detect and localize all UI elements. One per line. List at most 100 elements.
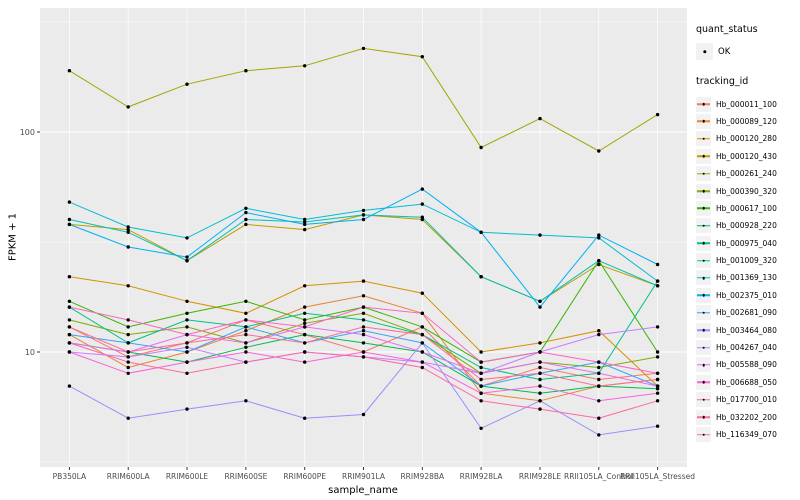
data-point [244,325,248,329]
legend-label: Hb_032202_200 [716,412,777,422]
legend-label: Hb_000390_320 [716,186,777,196]
legend-key-point [702,154,705,158]
data-point [361,46,366,51]
legend-item-Hb_006688_050: Hb_006688_050 [696,374,800,391]
legend-key-point [702,207,705,210]
data-point [597,360,601,364]
data-point [244,341,248,345]
y-tick-label: 100 [20,128,35,137]
legend-label: Hb_116349_070 [716,430,777,439]
data-point [597,332,601,337]
data-point [303,416,307,420]
data-point [361,208,366,213]
data-point [655,399,660,403]
data-point [538,384,542,388]
data-point [67,305,72,309]
data-point [303,64,307,68]
x-tick-label: RRII105LA_Stressed [620,472,695,481]
legend-label: Hb_000261_240 [716,169,777,179]
legend-label: Hb_006688_050 [716,377,777,387]
data-point [303,284,307,288]
legend-key-swatch [696,183,711,199]
legend-label: Hb_000120_280 [716,134,777,144]
legend-key-point [702,224,705,228]
data-point [126,341,130,345]
data-point [420,365,424,370]
data-point [126,227,130,232]
data-point [420,187,424,191]
x-tick-label: PB350LA [53,472,87,481]
data-point [185,255,189,259]
data-point [597,371,601,375]
legend-section-tracking-id: tracking_id Hb_000011_100 Hb_000089_120 Hb… [696,76,800,443]
legend-key-point [702,294,705,297]
data-point [185,360,189,364]
data-point [538,350,542,354]
data-point [244,350,248,354]
data-point [597,149,601,153]
data-point [597,329,601,333]
legend-label: Hb_000120_430 [716,151,777,161]
data-point [185,311,189,315]
x-tick-label: RRII105LA_Control [564,472,634,481]
legend-key-swatch [696,253,711,269]
data-point [538,305,542,309]
legend-item-Hb_000975_040: Hb_000975_040 [696,235,800,252]
data-point [185,332,189,337]
data-point [67,69,72,73]
data-point [126,332,130,337]
data-point [655,391,660,395]
data-point [479,360,483,364]
data-point [244,318,248,322]
data-point [303,332,307,337]
legend-key-point [702,328,705,332]
data-point [655,371,660,375]
x-tick-label: RRIM928LA [460,472,504,481]
legend-label: Hb_002681_090 [716,308,777,318]
data-point [67,299,72,303]
legend-item-Hb_000928_220: Hb_000928_220 [696,217,800,234]
data-point [538,299,542,303]
data-point [655,424,660,428]
data-point [479,275,483,279]
data-point [597,259,601,263]
data-point [655,262,660,267]
data-point [185,325,189,329]
legend-item-Hb_000120_430: Hb_000120_430 [696,148,800,165]
x-tick-label: RRIM600PE [283,472,326,481]
x-tick-label: RRIM600LA [107,472,151,481]
data-point [597,433,601,437]
data-point [479,365,483,370]
data-point [126,360,130,364]
data-point [420,215,424,219]
data-point [361,311,366,315]
data-point [244,299,248,303]
legend-item-Hb_116349_070: Hb_116349_070 [696,426,800,443]
data-point [479,350,483,354]
legend-key-swatch [696,131,711,147]
data-point [479,426,483,430]
data-point [303,305,307,309]
data-point [597,384,601,388]
data-point [303,222,307,227]
data-point [126,365,130,370]
data-point [185,407,189,411]
data-point [126,350,130,354]
data-point [67,350,72,354]
legend-item-Hb_000617_100: Hb_000617_100 [696,200,800,217]
data-point [361,213,366,217]
data-point [420,332,424,337]
data-point [67,318,72,322]
black-point-icon [702,49,707,54]
data-point [538,407,542,411]
data-point [126,355,130,359]
data-point [303,311,307,315]
legend-label: Hb_001009_320 [716,256,777,266]
legend-key-swatch [696,322,711,338]
x-tick-label: RRIM600LE [166,472,209,481]
legend-item-Hb_002375_010: Hb_002375_010 [696,287,800,304]
data-point [244,332,248,337]
data-point [185,82,189,86]
data-point [420,55,424,59]
data-point [67,384,72,388]
